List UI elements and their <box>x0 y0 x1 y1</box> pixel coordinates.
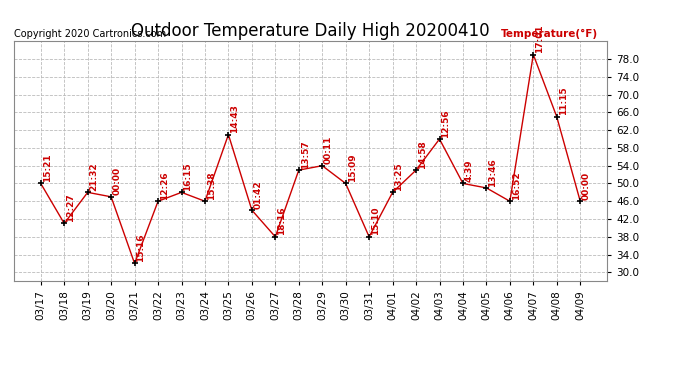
Text: 14:58: 14:58 <box>418 140 427 169</box>
Point <box>106 194 117 200</box>
Text: 14:43: 14:43 <box>230 104 239 133</box>
Title: Outdoor Temperature Daily High 20200410: Outdoor Temperature Daily High 20200410 <box>131 22 490 40</box>
Text: 00:11: 00:11 <box>324 136 333 164</box>
Text: 16:15: 16:15 <box>184 162 193 191</box>
Text: 13:46: 13:46 <box>489 158 497 187</box>
Point <box>504 198 515 204</box>
Point <box>246 207 257 213</box>
Text: 11:15: 11:15 <box>559 87 568 116</box>
Text: 16:52: 16:52 <box>512 171 521 200</box>
Point <box>82 189 93 195</box>
Text: 18:16: 18:16 <box>277 207 286 236</box>
Point <box>528 52 539 58</box>
Text: 15:38: 15:38 <box>207 171 216 200</box>
Point <box>270 234 281 240</box>
Text: 01:42: 01:42 <box>254 180 263 209</box>
Text: 15:09: 15:09 <box>348 153 357 182</box>
Point <box>223 132 234 138</box>
Text: 13:57: 13:57 <box>301 140 310 169</box>
Text: 00:00: 00:00 <box>113 167 122 195</box>
Point <box>129 261 140 267</box>
Text: 15:16: 15:16 <box>137 234 146 262</box>
Text: Temperature(°F): Temperature(°F) <box>501 29 598 39</box>
Text: 12:56: 12:56 <box>442 109 451 138</box>
Text: 12:26: 12:26 <box>160 171 169 200</box>
Point <box>317 163 328 169</box>
Text: Copyright 2020 Cartronics.com: Copyright 2020 Cartronics.com <box>14 29 166 39</box>
Point <box>152 198 164 204</box>
Point <box>35 180 46 186</box>
Point <box>457 180 469 186</box>
Point <box>199 198 210 204</box>
Point <box>434 136 445 142</box>
Text: 12:27: 12:27 <box>66 194 75 222</box>
Point <box>387 189 398 195</box>
Point <box>340 180 351 186</box>
Text: 17:01: 17:01 <box>535 25 544 53</box>
Point <box>411 167 422 173</box>
Text: 4:39: 4:39 <box>465 159 474 182</box>
Point <box>575 198 586 204</box>
Point <box>293 167 304 173</box>
Text: 00:00: 00:00 <box>582 172 591 200</box>
Point <box>481 185 492 191</box>
Point <box>551 114 562 120</box>
Text: 21:32: 21:32 <box>90 162 99 191</box>
Text: 13:25: 13:25 <box>395 162 404 191</box>
Point <box>176 189 187 195</box>
Text: 15:10: 15:10 <box>371 207 380 236</box>
Point <box>364 234 375 240</box>
Point <box>59 220 70 226</box>
Text: 15:21: 15:21 <box>43 153 52 182</box>
